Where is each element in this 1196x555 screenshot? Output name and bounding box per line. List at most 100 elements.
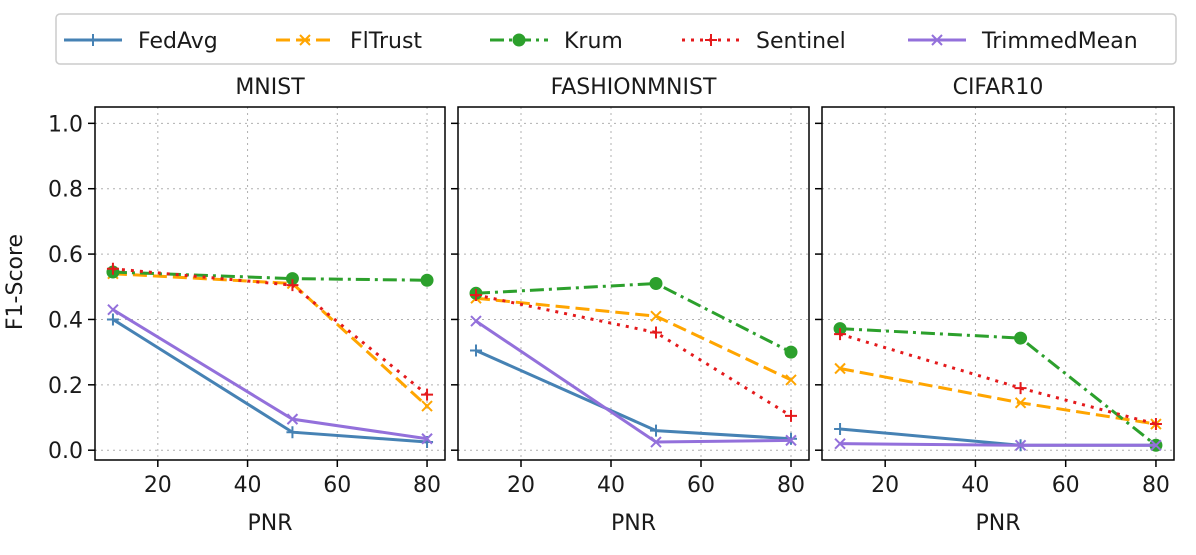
series-line-krum <box>475 281 792 354</box>
series-line-fltrust <box>112 272 429 408</box>
legend-item-fedavg: FedAvg <box>64 29 218 54</box>
series-line-sentinel <box>839 332 1157 426</box>
data-point-fedavg <box>650 424 662 437</box>
series-line-sentinel <box>475 293 792 418</box>
data-point-fedavg <box>785 432 797 445</box>
data-point-fltrust <box>834 362 846 375</box>
series-trimmedmean <box>834 437 1162 451</box>
y-tick-label: 0.2 <box>48 374 83 399</box>
x-tick-label: 40 <box>597 473 625 498</box>
series-fltrust <box>834 362 1162 430</box>
series-fedavg <box>106 313 434 449</box>
series-line-trimmedmean <box>840 442 1156 447</box>
series-krum <box>469 277 798 359</box>
y-tick-label: 0.4 <box>48 308 83 333</box>
panels: 0.0 0.2 0.4 0.6 0.8 1.0 20 40 60 80 MNIST PNR 20 40 60… <box>48 75 1175 536</box>
y-tick-label: 0.8 <box>48 178 83 203</box>
legend-marker-sentinel <box>705 34 717 46</box>
panel-title: MNIST <box>235 75 305 100</box>
legend-label-sentinel: Sentinel <box>756 29 846 54</box>
series-krum <box>106 265 434 287</box>
series-sentinel <box>106 262 434 401</box>
legend-box <box>55 13 1177 65</box>
data-point-trimmedmean <box>650 436 662 448</box>
data-point-sentinel <box>106 262 119 275</box>
legend-item-krum: Krum <box>490 29 623 54</box>
panel-frame <box>821 106 1175 461</box>
panel-fashionmnist: 20 40 60 80 FASHIONMNIST PNR <box>451 75 810 536</box>
data-point-sentinel <box>785 409 797 422</box>
data-point-krum <box>1014 331 1028 345</box>
data-point-sentinel <box>1149 418 1162 431</box>
x-tick-label: 40 <box>961 473 989 498</box>
series-line-krum <box>839 327 1157 447</box>
legend-label-fltrust: FlTrust <box>350 29 422 54</box>
x-axis-label: PNR <box>975 511 1020 536</box>
data-point-fedavg <box>834 422 847 435</box>
data-point-sentinel <box>421 388 434 401</box>
panel-title: CIFAR10 <box>953 75 1044 100</box>
panel-cifar10: 20 40 60 80 CIFAR10 PNR <box>815 75 1175 536</box>
x-tick-label: 40 <box>234 473 262 498</box>
series-line-fltrust <box>839 367 1157 426</box>
data-point-sentinel <box>470 288 482 301</box>
series-line-fltrust <box>475 296 792 382</box>
legend-item-fltrust: FlTrust <box>276 29 422 54</box>
x-tick-label: 60 <box>1052 473 1080 498</box>
data-point-fltrust <box>421 400 433 412</box>
x-axis-label: PNR <box>611 511 656 536</box>
series-fedavg <box>470 344 797 445</box>
legend-label-krum: Krum <box>564 29 623 54</box>
data-point-trimmedmean <box>834 437 846 450</box>
data-point-trimmedmean <box>286 413 299 425</box>
panel-mnist: 0.0 0.2 0.4 0.6 0.8 1.0 20 40 60 80 MNIST PNR <box>48 75 446 536</box>
data-point-fltrust <box>785 374 797 386</box>
y-tick-label: 1.0 <box>48 112 83 137</box>
data-point-fedavg <box>470 344 482 357</box>
legend-marker-fedavg <box>87 34 99 46</box>
data-point-sentinel <box>1014 382 1027 395</box>
data-point-fltrust <box>1014 397 1027 409</box>
series-fltrust <box>107 267 433 412</box>
legend-marker-krum <box>512 33 526 47</box>
legend-label-trimmedmean: TrimmedMean <box>981 29 1138 54</box>
x-tick-label: 20 <box>144 473 172 498</box>
legend-item-trimmedmean: TrimmedMean <box>908 29 1138 54</box>
data-point-fedavg <box>106 313 119 326</box>
data-point-sentinel <box>834 328 847 341</box>
series-trimmedmean <box>107 303 433 445</box>
panel-frame <box>94 106 446 461</box>
legend: FedAvg FlTrust Krum Sentinel TrimmedMean <box>55 13 1177 65</box>
data-point-fltrust <box>650 310 662 322</box>
legend-label-fedavg: FedAvg <box>138 29 218 54</box>
data-point-sentinel <box>286 279 299 292</box>
legend-item-sentinel: Sentinel <box>682 29 846 54</box>
data-point-trimmedmean <box>1150 439 1162 451</box>
data-point-fedavg <box>286 426 299 439</box>
y-axis-label: F1-Score <box>3 234 28 330</box>
data-point-trimmedmean <box>1014 439 1027 451</box>
data-point-krum <box>784 345 798 359</box>
data-point-trimmedmean <box>107 303 119 316</box>
data-point-sentinel <box>650 326 662 339</box>
x-tick-label: 80 <box>413 473 441 498</box>
x-axis-label: PNR <box>247 511 292 536</box>
data-point-trimmedmean <box>470 315 482 327</box>
x-tick-label: 60 <box>687 473 715 498</box>
legend-marker-trimmedmean <box>931 34 943 46</box>
data-point-krum <box>649 277 663 290</box>
data-point-krum <box>420 273 434 287</box>
series-sentinel <box>834 328 1162 431</box>
y-tick-label: 0.0 <box>48 439 83 464</box>
panel-frame <box>457 106 810 461</box>
series-fedavg <box>834 422 1162 452</box>
x-tick-label: 20 <box>507 473 535 498</box>
x-tick-label: 60 <box>323 473 351 498</box>
y-tick-label: 0.6 <box>48 243 83 268</box>
panel-title: FASHIONMNIST <box>551 75 717 100</box>
data-point-trimmedmean <box>421 433 433 445</box>
series-sentinel <box>470 288 797 422</box>
legend-marker-fltrust <box>299 34 311 46</box>
x-tick-label: 80 <box>777 473 805 498</box>
